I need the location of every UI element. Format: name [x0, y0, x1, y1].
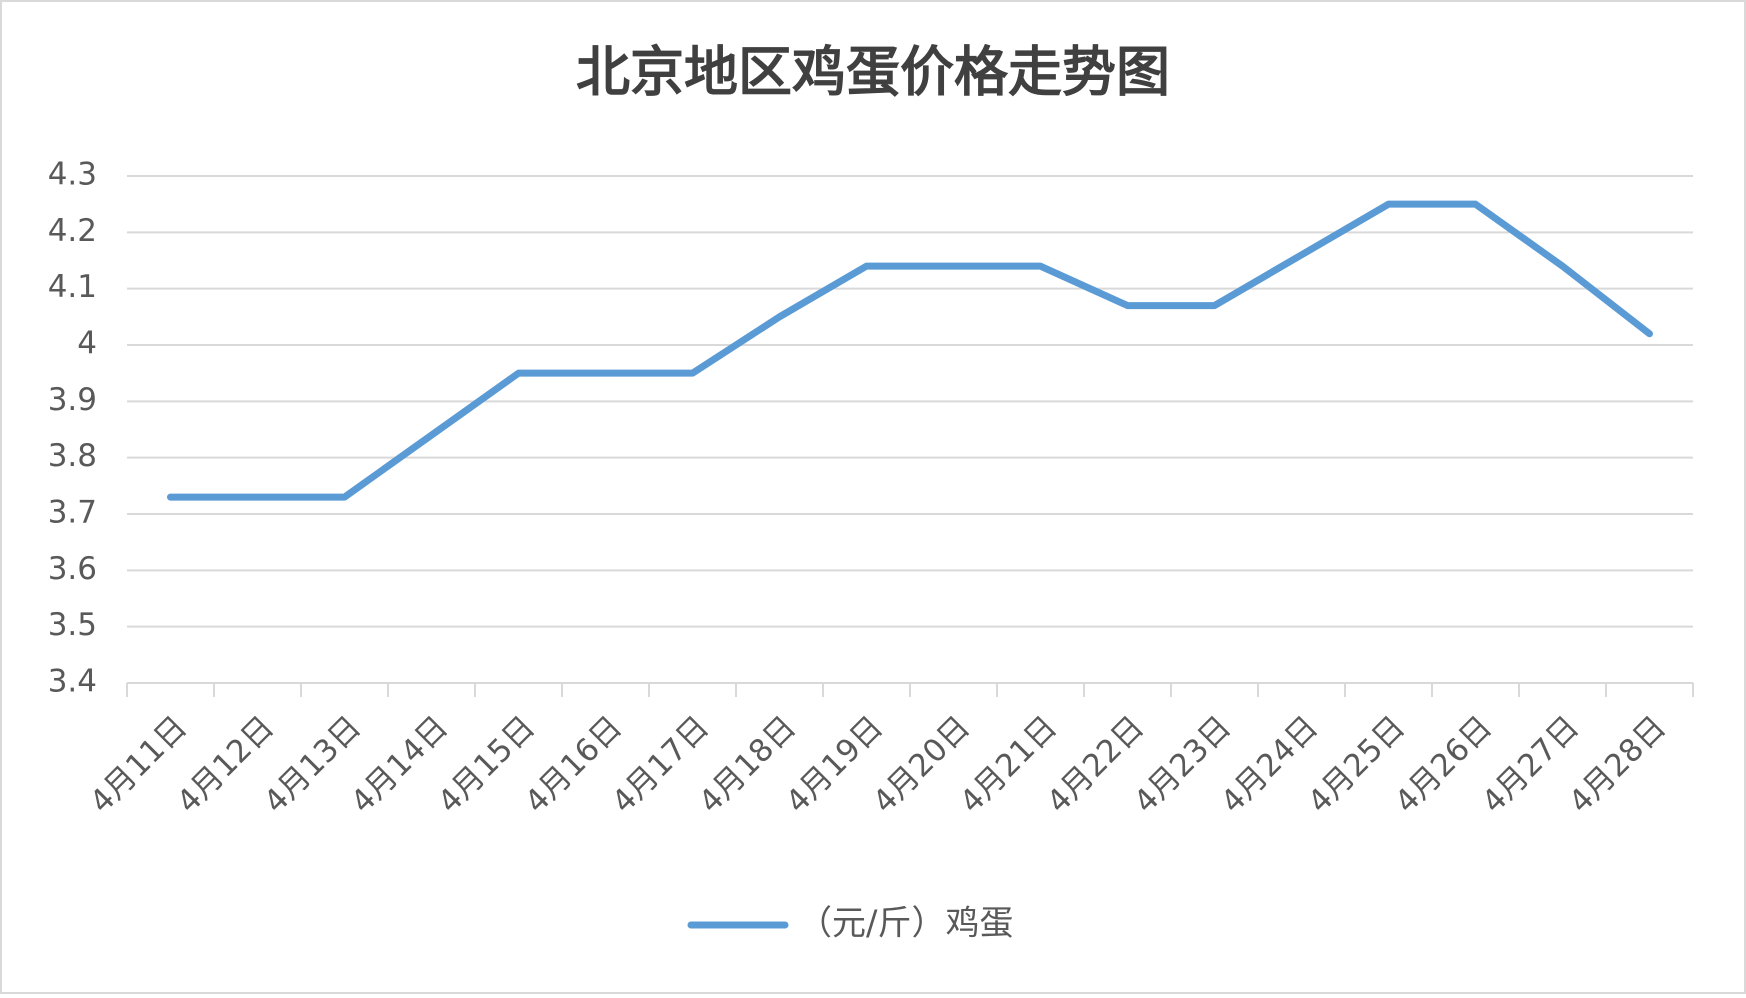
y-tick-label: 4.3 — [48, 157, 97, 193]
y-tick-label: 3.8 — [48, 438, 97, 474]
y-tick-label: 4 — [77, 326, 97, 362]
y-tick-label: 3.7 — [48, 495, 97, 531]
chart-title: 北京地区鸡蛋价格走势图 — [576, 41, 1170, 104]
y-tick-label: 4.2 — [48, 213, 97, 249]
y-tick-label: 4.1 — [48, 269, 97, 305]
y-tick-label: 3.4 — [48, 664, 97, 700]
data-line — [167, 200, 1653, 501]
y-tick-label: 3.6 — [48, 551, 97, 587]
y-tick-label: 3.5 — [48, 607, 97, 643]
y-tick-label: 3.9 — [48, 382, 97, 418]
legend-label: （元/斤）鸡蛋 — [798, 904, 1013, 944]
